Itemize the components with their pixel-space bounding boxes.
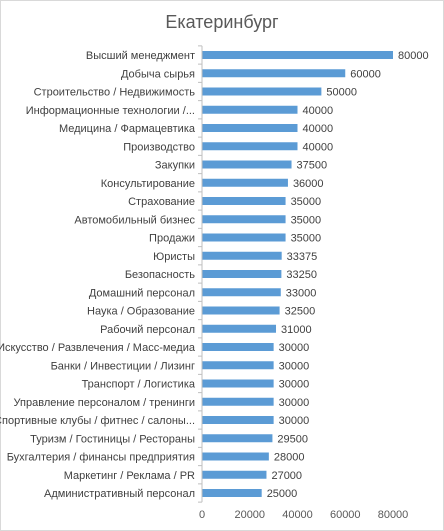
bar	[202, 69, 346, 78]
category-label: Искусство / Развлечения / Масс-медиа	[0, 342, 196, 354]
bar	[202, 178, 288, 187]
data-label: 28000	[274, 452, 305, 464]
category-label: Добыча сырья	[121, 68, 195, 80]
category-label: Автомобильный бизнес	[74, 214, 195, 226]
data-label: 32500	[285, 306, 316, 318]
bar	[202, 361, 274, 370]
bar	[202, 197, 286, 205]
category-label: Управление персоналом / тренинги	[14, 397, 195, 409]
bar	[202, 397, 274, 406]
bar	[202, 270, 282, 278]
category-label: Безопасность	[125, 269, 195, 281]
data-label: 40000	[303, 141, 334, 153]
data-label: 30000	[279, 397, 310, 409]
bar	[202, 470, 267, 479]
category-label: Закупки	[155, 160, 195, 172]
category-label: Наука / Образование	[87, 306, 195, 318]
data-label: 35000	[291, 233, 322, 245]
category-label: Административный персонал	[44, 488, 195, 500]
x-tick-label: 20000	[234, 509, 265, 521]
data-label: 25000	[267, 488, 298, 500]
category-label: Производство	[123, 141, 195, 153]
bar	[202, 105, 298, 114]
data-label: 29500	[277, 433, 308, 445]
category-label: Продажи	[149, 233, 195, 245]
category-label: Домашний персонал	[89, 287, 195, 299]
data-label: 40000	[303, 105, 334, 117]
category-label: Информационные технологии /...	[26, 105, 195, 117]
category-label: Страхование	[128, 196, 195, 208]
x-tick-label: 0	[199, 509, 205, 521]
bar	[202, 324, 277, 333]
bar	[202, 160, 292, 169]
bar	[202, 452, 269, 461]
data-label: 33250	[286, 269, 317, 281]
data-label: 31000	[281, 324, 312, 336]
category-label: Строительство / Недвижимость	[34, 87, 196, 99]
data-label: 60000	[350, 68, 381, 80]
x-tick-label: 60000	[330, 509, 361, 521]
bar	[202, 343, 274, 351]
bar	[202, 142, 298, 151]
category-label: Юристы	[153, 251, 195, 263]
bar	[202, 288, 281, 297]
category-label: Рабочий персонал	[100, 324, 195, 336]
data-label: 30000	[279, 379, 310, 391]
y-axis	[198, 45, 203, 503]
data-label: 50000	[326, 87, 357, 99]
category-label: Консультирование	[101, 178, 195, 190]
data-label: 30000	[279, 415, 310, 427]
data-label: 35000	[291, 214, 322, 226]
bar	[202, 215, 286, 224]
category-label: Медицина / Фармацевтика	[59, 123, 196, 135]
x-tick-label: 40000	[282, 509, 313, 521]
x-axis-ticks: 0 20000 40000 60000 80000	[199, 509, 408, 521]
category-label: Спортивные клубы / фитнес / салоны...	[0, 415, 195, 427]
bar	[202, 124, 298, 132]
bar	[202, 51, 393, 59]
data-label: 40000	[303, 123, 334, 135]
data-label: 37500	[297, 160, 328, 172]
data-label: 30000	[279, 342, 310, 354]
bar	[202, 251, 282, 260]
data-label: 33375	[287, 251, 318, 263]
category-label: Транспорт / Логистика	[82, 379, 196, 391]
chart-title: Екатеринбург	[165, 12, 279, 32]
data-label: 35000	[291, 196, 322, 208]
bars-layer: Высший менеджмент 80000 Добыча сырья 60000 С…	[0, 50, 429, 500]
data-label: 30000	[279, 360, 310, 372]
bar	[202, 434, 273, 443]
category-label: Банки / Инвестиции / Лизинг	[51, 360, 195, 372]
data-label: 27000	[271, 470, 302, 482]
bar	[202, 489, 262, 497]
bar	[202, 379, 274, 388]
category-label: Бухгалтерия / финансы предприятия	[7, 452, 195, 464]
category-label: Высший менеджмент	[86, 50, 195, 62]
category-label: Маркетинг / Реклама / PR	[64, 470, 195, 482]
bar	[202, 233, 286, 242]
data-label: 80000	[398, 50, 429, 62]
bar	[202, 87, 322, 96]
bar	[202, 306, 280, 315]
category-label: Туризм / Гостиницы / Рестораны	[30, 433, 195, 445]
data-label: 36000	[293, 178, 324, 190]
bar	[202, 416, 274, 424]
x-tick-label: 80000	[378, 509, 409, 521]
data-label: 33000	[286, 287, 317, 299]
